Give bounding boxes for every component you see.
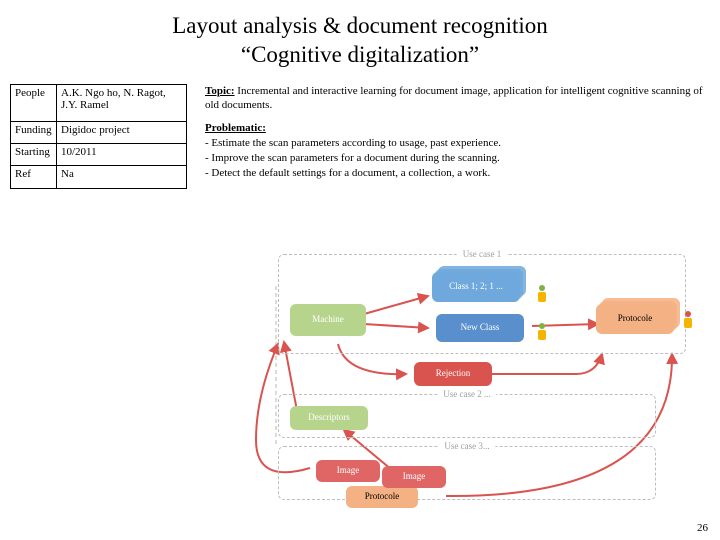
slide-title: Layout analysis & document recognition “…	[0, 0, 720, 70]
title-line-2: “Cognitive digitalization”	[0, 41, 720, 70]
node-descriptors: Descriptors	[290, 406, 368, 430]
problematic-para: Problematic: - Estimate the scan paramet…	[205, 121, 710, 180]
person-icon	[536, 284, 548, 302]
node-image-2: Image	[382, 466, 446, 488]
topic-label: Topic:	[205, 85, 235, 97]
table-row: PeopleA.K. Ngo ho, N. Ragot, J.Y. Ramel	[11, 84, 187, 122]
problematic-label: Problematic:	[205, 122, 266, 134]
node-image-1: Image	[316, 460, 380, 482]
node-rejection: Rejection	[414, 362, 492, 386]
meta-key: Starting	[11, 144, 57, 166]
prob-line-3: - Detect the default settings for a docu…	[205, 167, 490, 179]
node-class: Class 1; 2; 1 ...	[432, 272, 520, 302]
topic-para: Topic: Incremental and interactive learn…	[205, 84, 710, 114]
meta-val: Na	[57, 166, 187, 188]
node-new-class: New Class	[436, 314, 524, 342]
meta-val: A.K. Ngo ho, N. Ragot, J.Y. Ramel	[57, 84, 187, 122]
prob-line-2: - Improve the scan parameters for a docu…	[205, 152, 500, 164]
node-protocole-2: Protocole	[346, 486, 418, 508]
meta-key: Ref	[11, 166, 57, 188]
page-number: 26	[697, 522, 708, 534]
node-protocole-1: Protocole	[596, 304, 674, 334]
frame-label-2: Use case 2 ...	[437, 389, 496, 399]
node-machine: Machine	[290, 304, 366, 336]
prob-line-1: - Estimate the scan parameters according…	[205, 137, 501, 149]
meta-val: 10/2011	[57, 144, 187, 166]
diagram: Use case 1 Use case 2 ... Use case 3... …	[236, 246, 706, 514]
meta-val: Digidoc project	[57, 122, 187, 144]
table-row: Starting10/2011	[11, 144, 187, 166]
frame-label-3: Use case 3...	[438, 441, 495, 451]
table-row: RefNa	[11, 166, 187, 188]
title-line-1: Layout analysis & document recognition	[0, 12, 720, 41]
text-block: Topic: Incremental and interactive learn…	[205, 84, 710, 189]
meta-key: People	[11, 84, 57, 122]
frame-label-1: Use case 1	[457, 249, 507, 259]
meta-table: PeopleA.K. Ngo ho, N. Ragot, J.Y. Ramel …	[10, 84, 187, 189]
person-icon	[682, 310, 694, 328]
content-row: PeopleA.K. Ngo ho, N. Ragot, J.Y. Ramel …	[0, 70, 720, 189]
table-row: FundingDigidoc project	[11, 122, 187, 144]
topic-body: Incremental and interactive learning for…	[205, 85, 703, 112]
meta-key: Funding	[11, 122, 57, 144]
person-icon	[536, 322, 548, 340]
